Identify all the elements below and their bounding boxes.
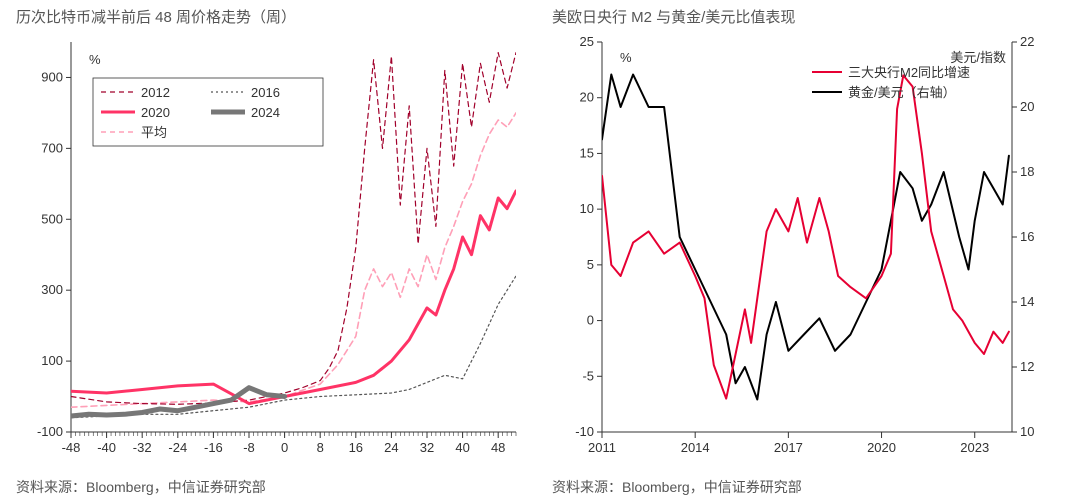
svg-text:2017: 2017	[774, 440, 803, 455]
svg-text:-16: -16	[204, 440, 223, 455]
panel-right: 美欧日央行 M2 与黄金/美元比值表现 -10 -5 0 5 10 15 20 25 10 12 1…	[540, 8, 1064, 497]
svg-text:2023: 2023	[960, 440, 989, 455]
panel-left: 历次比特币减半前后 48 周价格走势（周） -100 100 300 500 700 90…	[16, 8, 540, 497]
svg-text:16: 16	[1020, 229, 1034, 244]
svg-text:-5: -5	[582, 368, 594, 383]
svg-text:14: 14	[1020, 294, 1034, 309]
svg-text:2020: 2020	[867, 440, 896, 455]
svg-text:700: 700	[41, 140, 63, 155]
svg-text:-100: -100	[37, 424, 63, 439]
svg-text:8: 8	[317, 440, 324, 455]
svg-text:5: 5	[587, 256, 594, 271]
svg-text:22: 22	[1020, 34, 1034, 49]
svg-text:%: %	[620, 50, 632, 65]
page: 历次比特币减半前后 48 周价格走势（周） -10010030050070090…	[0, 0, 1080, 501]
svg-text:-24: -24	[168, 440, 187, 455]
svg-text:10: 10	[1020, 424, 1034, 439]
svg-text:2014: 2014	[681, 440, 710, 455]
svg-text:40: 40	[455, 440, 469, 455]
svg-text:-8: -8	[243, 440, 255, 455]
svg-text:2016: 2016	[251, 85, 280, 100]
left-source: 资料来源：Bloomberg，中信证券研究部	[16, 477, 528, 497]
svg-text:三大央行M2同比增速: 三大央行M2同比增速	[848, 65, 970, 80]
svg-text:平均: 平均	[141, 125, 167, 140]
svg-text:20: 20	[580, 89, 594, 104]
svg-text:2024: 2024	[251, 105, 280, 120]
right-chart-title: 美欧日央行 M2 与黄金/美元比值表现	[552, 8, 1064, 28]
svg-text:100: 100	[41, 353, 63, 368]
svg-text:黄金/美元（右轴）: 黄金/美元（右轴）	[848, 85, 956, 100]
svg-text:300: 300	[41, 282, 63, 297]
right-chart-svg: -10 -5 0 5 10 15 20 25 10 12 14 16 18 20 22 2011 2014 201…	[552, 32, 1062, 462]
svg-text:2020: 2020	[141, 105, 170, 120]
left-chart: -100 100 300 500 700 900% -48 -40 -32 -24 -16 -8 0 8 1…	[16, 32, 528, 476]
left-chart-title: 历次比特币减半前后 48 周价格走势（周）	[16, 8, 528, 28]
svg-text:500: 500	[41, 211, 63, 226]
svg-text:18: 18	[1020, 164, 1034, 179]
right-source: 资料来源：Bloomberg，中信证券研究部	[552, 477, 1064, 497]
svg-text:16: 16	[349, 440, 363, 455]
right-chart: -10 -5 0 5 10 15 20 25 10 12 14 16 18 20 22 2011 2014 201…	[552, 32, 1064, 476]
svg-text:10: 10	[580, 201, 594, 216]
svg-text:0: 0	[587, 312, 594, 327]
svg-text:美元/指数: 美元/指数	[950, 50, 1006, 65]
svg-text:15: 15	[580, 145, 594, 160]
svg-text:900: 900	[41, 69, 63, 84]
left-chart-svg: -100 100 300 500 700 900% -48 -40 -32 -24 -16 -8 0 8 1…	[16, 32, 526, 462]
svg-text:-32: -32	[133, 440, 152, 455]
svg-text:32: 32	[420, 440, 434, 455]
svg-text:0: 0	[281, 440, 288, 455]
svg-text:2011: 2011	[588, 440, 616, 455]
svg-text:20: 20	[1020, 99, 1034, 114]
svg-text:-40: -40	[97, 440, 116, 455]
svg-text:48: 48	[491, 440, 505, 455]
svg-text:%: %	[89, 52, 101, 67]
svg-text:12: 12	[1020, 359, 1034, 374]
svg-text:25: 25	[580, 34, 594, 49]
svg-text:24: 24	[384, 440, 398, 455]
svg-text:-48: -48	[62, 440, 81, 455]
svg-text:-10: -10	[575, 424, 594, 439]
svg-text:2012: 2012	[141, 85, 170, 100]
